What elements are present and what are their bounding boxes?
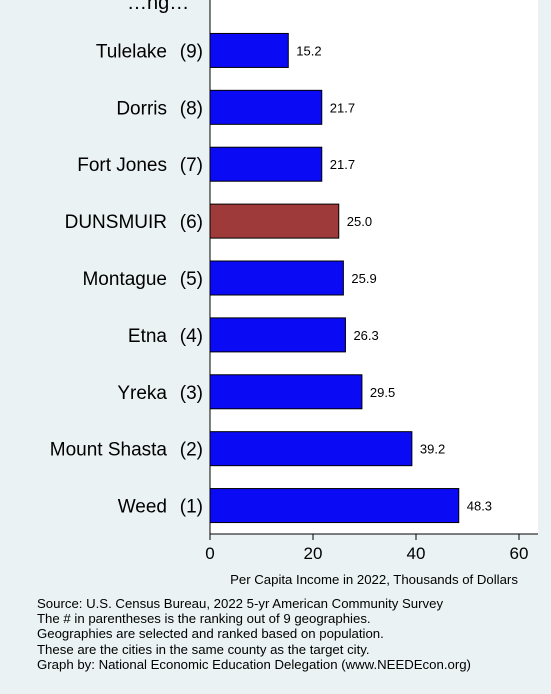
bar-0 [209, 32, 289, 68]
category-label-2: Fort Jones [77, 155, 167, 176]
bar-8 [209, 488, 460, 524]
x-axis-label: Per Capita Income in 2022, Thousands of … [230, 572, 518, 587]
bar-chart: 15.2 (9) Tulelake 21.7 (8) Dorris 21.7 (7) Fort … [50, 0, 538, 587]
category-label-1: Dorris [116, 98, 167, 119]
rank-label-2: (7) [180, 155, 203, 176]
bar-4 [209, 260, 344, 296]
x-tick-label-0: 0 [205, 544, 214, 563]
note-line-2: The # in parentheses is the ranking out … [37, 611, 371, 627]
chart-title: …ng… [127, 0, 190, 14]
data-label-3: 25.0 [347, 214, 372, 229]
source-notes: Source: U.S. Census Bureau, 2022 5-yr Am… [37, 596, 471, 672]
bar-6 [209, 374, 363, 410]
bar-3 [209, 203, 340, 239]
rank-label-1: (8) [180, 98, 203, 119]
note-line-1: Source: U.S. Census Bureau, 2022 5-yr Am… [37, 596, 444, 611]
category-label-4: Montague [82, 269, 167, 290]
data-label-7: 39.2 [420, 442, 445, 457]
category-label-5: Etna [128, 326, 168, 347]
rank-label-8: (1) [180, 497, 203, 518]
note-line-4: These are the cities in the same county … [37, 641, 370, 657]
bar-5 [209, 317, 346, 353]
data-label-0: 15.2 [296, 43, 321, 58]
bar-2 [209, 146, 323, 182]
data-label-1: 21.7 [330, 100, 355, 115]
category-label-8: Weed [118, 497, 167, 518]
rank-label-3: (6) [180, 212, 203, 233]
note-line-3: Geographies are selected and ranked base… [37, 626, 384, 642]
bar-1 [209, 89, 323, 125]
rank-label-6: (3) [180, 383, 203, 404]
data-label-8: 48.3 [467, 499, 492, 514]
category-label-6: Yreka [117, 383, 167, 404]
rank-label-7: (2) [180, 440, 203, 461]
data-label-2: 21.7 [330, 157, 355, 172]
category-label-7: Mount Shasta [50, 440, 168, 461]
data-label-5: 26.3 [353, 328, 378, 343]
rank-label-0: (9) [180, 41, 203, 62]
category-label-3: DUNSMUIR [65, 212, 167, 233]
data-label-6: 29.5 [370, 385, 395, 400]
note-line-5: Graph by: National Economic Education De… [37, 656, 471, 672]
data-label-4: 25.9 [351, 271, 376, 286]
x-tick-label-2: 40 [407, 544, 426, 563]
rank-label-5: (4) [180, 326, 203, 347]
x-tick-label-1: 20 [304, 544, 323, 563]
category-label-0: Tulelake [96, 41, 167, 62]
x-tick-label-3: 60 [510, 544, 529, 563]
bar-7 [209, 431, 413, 467]
rank-label-4: (5) [180, 269, 203, 290]
